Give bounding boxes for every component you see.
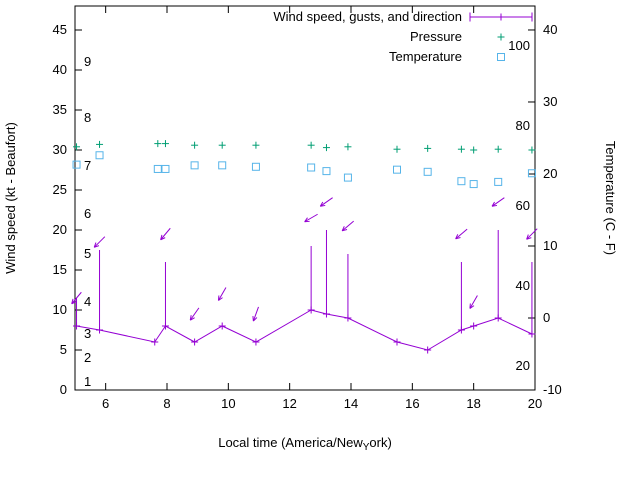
svg-text:3: 3 [84,326,91,341]
svg-text:20: 20 [543,166,557,181]
svg-text:5: 5 [60,342,67,357]
svg-text:18: 18 [466,396,480,411]
legend-temperature-label: Temperature [389,49,462,64]
svg-text:80: 80 [516,118,530,133]
svg-text:2: 2 [84,350,91,365]
svg-text:14: 14 [344,396,358,411]
svg-text:20: 20 [528,396,542,411]
svg-text:10: 10 [53,302,67,317]
svg-text:4: 4 [84,294,91,309]
x-axis-title-subscript: Y [363,442,370,453]
svg-text:0: 0 [60,382,67,397]
svg-text:6: 6 [84,206,91,221]
svg-text:30: 30 [543,94,557,109]
svg-text:9: 9 [84,54,91,69]
svg-text:40: 40 [516,278,530,293]
data-series [71,140,538,354]
x-axis-title-post: ork) [369,435,391,450]
svg-text:-10: -10 [543,382,562,397]
svg-text:40: 40 [543,22,557,37]
svg-text:12: 12 [282,396,296,411]
svg-text:7: 7 [84,158,91,173]
legend-markers [469,12,533,61]
svg-text:0: 0 [543,310,550,325]
svg-text:25: 25 [53,182,67,197]
svg-text:6: 6 [102,396,109,411]
svg-text:20: 20 [516,358,530,373]
svg-text:15: 15 [53,262,67,277]
svg-text:1: 1 [84,374,91,389]
svg-text:35: 35 [53,102,67,117]
legend-wind-label: Wind speed, gusts, and direction [273,9,462,24]
svg-text:8: 8 [163,396,170,411]
svg-text:10: 10 [543,238,557,253]
legend-pressure-label: Pressure [410,29,462,44]
y-right-axis-title: Temperature (C - F) [603,141,618,255]
x-axis-title: Local time (America/NewYork) [218,435,392,453]
svg-text:45: 45 [53,22,67,37]
svg-text:16: 16 [405,396,419,411]
axes: 6 8 10 12 14 16 18 20051015202530354045-1001020… [53,5,562,411]
svg-text:8: 8 [84,110,91,125]
y-left-axis-title: Wind speed (kt - Beaufort) [3,122,18,274]
svg-text:100: 100 [508,38,530,53]
svg-text:30: 30 [53,142,67,157]
svg-text:5: 5 [84,246,91,261]
x-axis-title-pre: Local time (America/New [218,435,363,450]
svg-text:10: 10 [221,396,235,411]
svg-text:40: 40 [53,62,67,77]
svg-text:20: 20 [53,222,67,237]
svg-text:60: 60 [516,198,530,213]
